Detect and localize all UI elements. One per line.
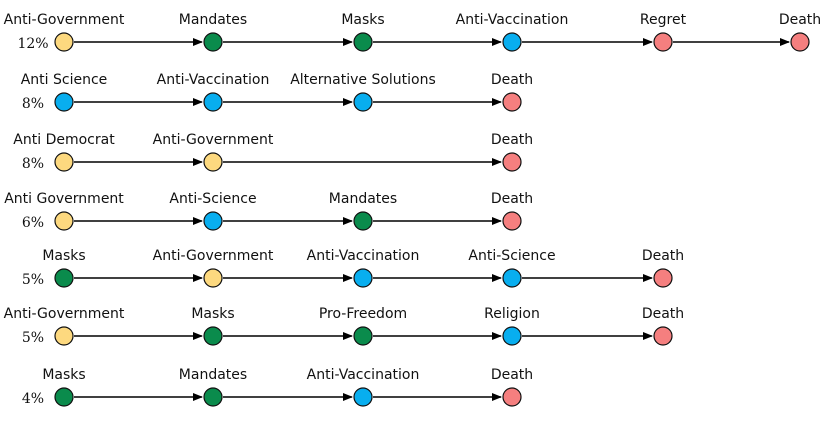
node-label: Regret bbox=[640, 12, 687, 28]
path-percent: 8% bbox=[22, 96, 44, 112]
path-percent: 12% bbox=[17, 36, 48, 52]
node-death bbox=[653, 326, 673, 346]
node-label: Death bbox=[779, 12, 821, 28]
node-mandates bbox=[353, 211, 373, 231]
path-percent: 6% bbox=[22, 215, 44, 231]
node-anti-democrat bbox=[54, 152, 74, 172]
node-label: Death bbox=[491, 191, 533, 207]
node-label: Death bbox=[491, 367, 533, 383]
node-label: Anti-Science bbox=[468, 248, 555, 264]
node-mandates bbox=[203, 32, 223, 52]
node-anti-government bbox=[54, 32, 74, 52]
node-mandates bbox=[203, 387, 223, 407]
node-label: Anti Science bbox=[21, 72, 108, 88]
path-row: 12% Anti-Government Mandates Masks Anti-Vacc… bbox=[4, 12, 822, 52]
path-row: 6% Anti Government Anti-Science Mandates Dea… bbox=[4, 191, 533, 231]
path-row: 5% Masks Anti-Government Anti-Vaccination An… bbox=[22, 248, 684, 288]
node-label: Death bbox=[642, 248, 684, 264]
node-label: Anti-Vaccination bbox=[307, 367, 420, 383]
node-death bbox=[502, 152, 522, 172]
node-death bbox=[653, 268, 673, 288]
node-masks bbox=[54, 387, 74, 407]
node-death bbox=[502, 211, 522, 231]
node-anti-vaccination bbox=[353, 387, 373, 407]
node-death bbox=[502, 387, 522, 407]
node-masks bbox=[203, 326, 223, 346]
node-label: Masks bbox=[341, 12, 384, 28]
path-percent: 5% bbox=[22, 330, 44, 346]
node-label: Alternative Solutions bbox=[290, 72, 436, 88]
node-label: Anti-Government bbox=[4, 306, 125, 322]
node-label: Anti-Government bbox=[153, 248, 274, 264]
node-label: Anti Democrat bbox=[13, 132, 115, 148]
path-percent: 4% bbox=[22, 391, 44, 407]
node-label: Masks bbox=[191, 306, 234, 322]
path-row: 8% Anti Democrat Anti-Government Death bbox=[13, 132, 533, 172]
node-anti-vaccination bbox=[203, 92, 223, 112]
node-label: Masks bbox=[42, 248, 85, 264]
path-row: 4% Masks Mandates Anti-Vaccination Death bbox=[22, 367, 533, 407]
node-regret bbox=[653, 32, 673, 52]
node-anti-government bbox=[54, 211, 74, 231]
node-label: Anti-Vaccination bbox=[307, 248, 420, 264]
node-label: Anti-Government bbox=[4, 12, 125, 28]
node-masks bbox=[353, 32, 373, 52]
node-death bbox=[502, 92, 522, 112]
node-label: Mandates bbox=[179, 367, 247, 383]
node-label: Mandates bbox=[179, 12, 247, 28]
node-label: Pro-Freedom bbox=[319, 306, 407, 322]
node-anti-science bbox=[203, 211, 223, 231]
node-death bbox=[790, 32, 810, 52]
node-pro-freedom bbox=[353, 326, 373, 346]
node-anti-science bbox=[502, 268, 522, 288]
node-label: Death bbox=[491, 132, 533, 148]
node-label: Religion bbox=[484, 306, 540, 322]
path-row: 5% Anti-Government Masks Pro-Freedom Religio… bbox=[4, 306, 685, 346]
node-label: Masks bbox=[42, 367, 85, 383]
node-label: Death bbox=[491, 72, 533, 88]
node-label: Anti-Vaccination bbox=[456, 12, 569, 28]
node-label: Anti-Government bbox=[153, 132, 274, 148]
node-anti-government bbox=[203, 152, 223, 172]
node-label: Mandates bbox=[329, 191, 397, 207]
node-label: Anti-Vaccination bbox=[157, 72, 270, 88]
path-percent: 8% bbox=[22, 156, 44, 172]
node-alternative-solutions bbox=[353, 92, 373, 112]
node-anti-government bbox=[203, 268, 223, 288]
path-row: 8% Anti Science Anti-Vaccination Alternativ… bbox=[21, 72, 533, 112]
node-anti-government bbox=[54, 326, 74, 346]
path-percent: 5% bbox=[22, 272, 44, 288]
node-anti-vaccination bbox=[502, 32, 522, 52]
node-religion bbox=[502, 326, 522, 346]
node-label: Death bbox=[642, 306, 684, 322]
node-masks bbox=[54, 268, 74, 288]
node-anti-science bbox=[54, 92, 74, 112]
node-label: Anti-Science bbox=[169, 191, 256, 207]
node-label: Anti Government bbox=[4, 191, 124, 207]
node-anti-vaccination bbox=[353, 268, 373, 288]
path-rows: 12% Anti-Government Mandates Masks Anti-Vacc… bbox=[4, 12, 822, 407]
